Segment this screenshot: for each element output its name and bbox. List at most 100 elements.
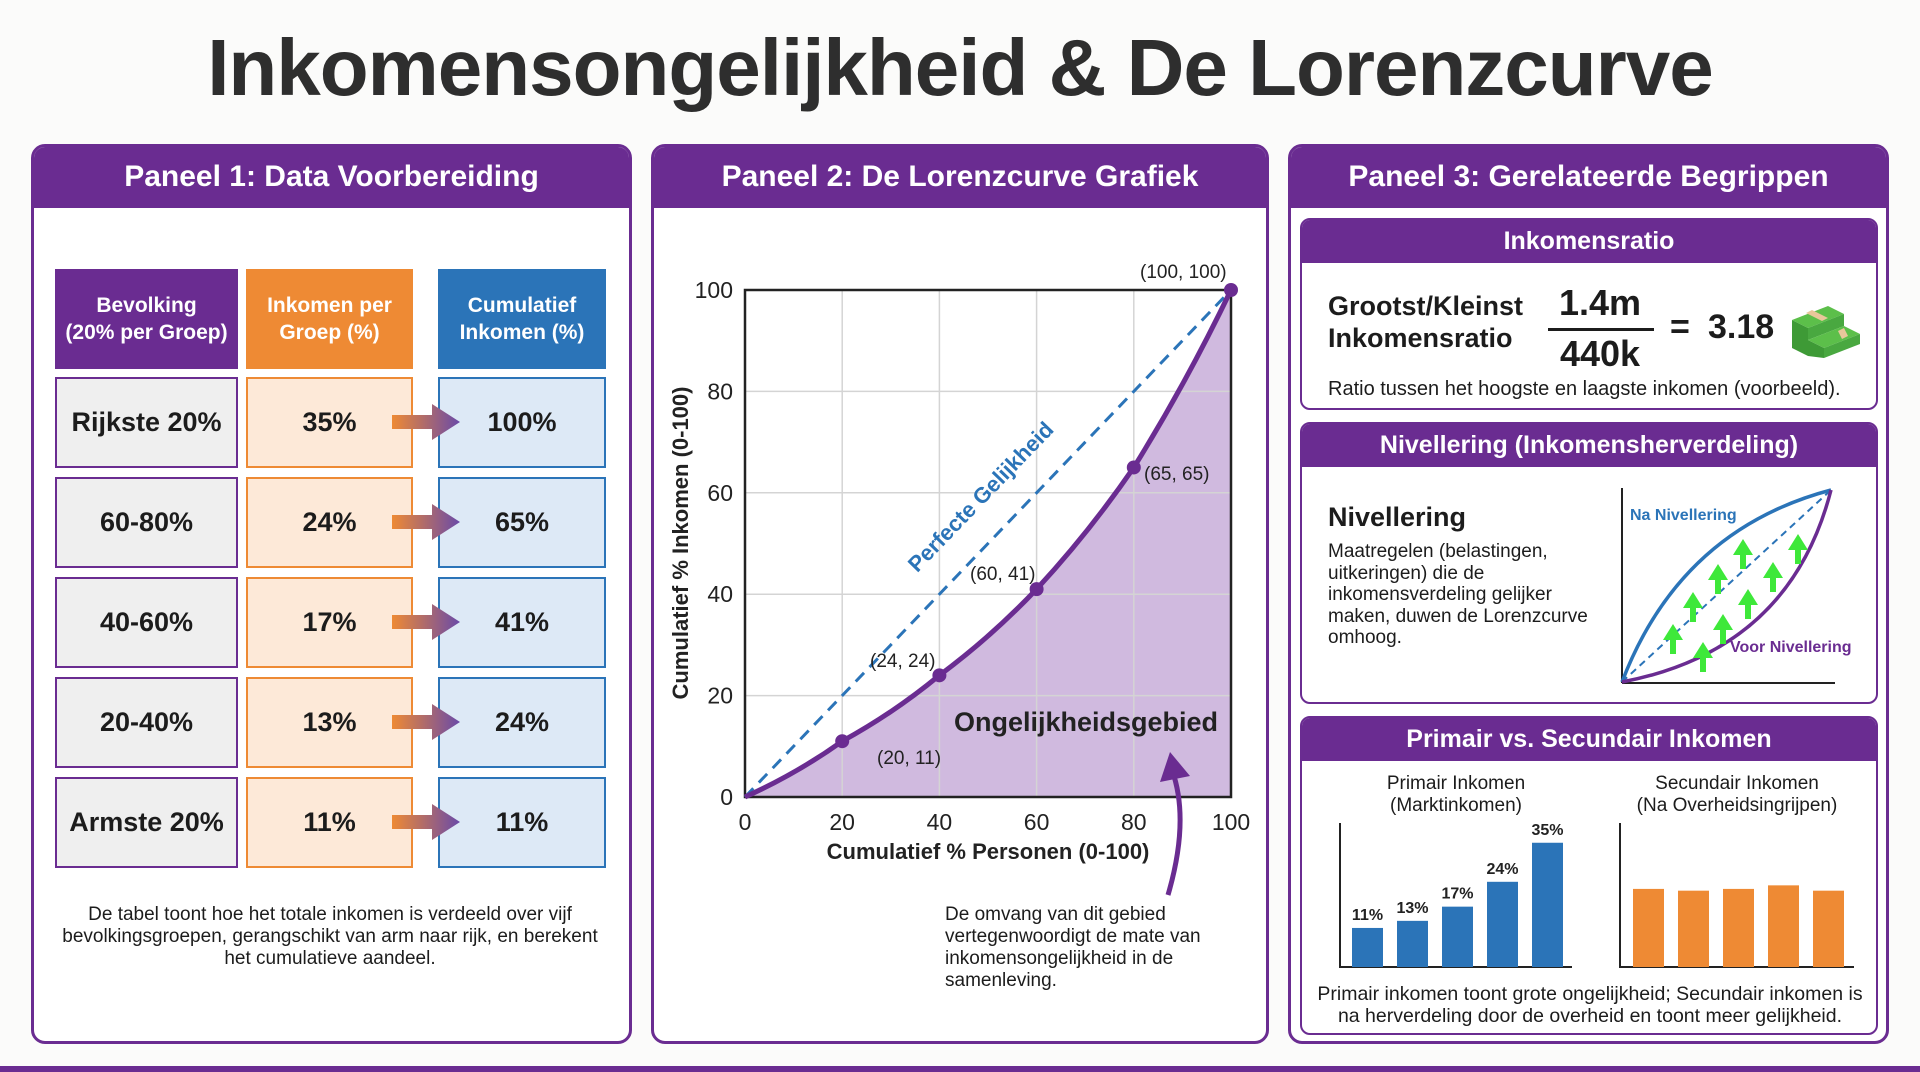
primary-bar xyxy=(1442,906,1473,967)
primary-bar-label: 11% xyxy=(1352,907,1383,924)
arrow-right-icon xyxy=(392,704,460,740)
cumulative-income-cell: 41% xyxy=(438,577,606,668)
plot-frame xyxy=(743,288,1233,799)
cumulative-income-cell: 65% xyxy=(438,477,606,568)
x-tick-label: 20 xyxy=(829,809,855,835)
population-cell: Armste 20% xyxy=(55,777,238,868)
levelling-text: Maatregelen (belastingen, uitkeringen) d… xyxy=(1328,541,1588,648)
ratio-caption: Ratio tussen het hoogste en laagste inko… xyxy=(1328,378,1841,400)
perfect-equality-line xyxy=(743,288,1233,799)
y-tick-label: 60 xyxy=(707,480,733,506)
income-ratio-box: Inkomensratio xyxy=(1300,218,1878,410)
income-share-cell: 17% xyxy=(246,577,413,668)
x-tick-label: 100 xyxy=(1212,809,1250,835)
ratio-numerator: 1.4m xyxy=(1558,282,1642,323)
point-label: (100, 100) xyxy=(1140,262,1227,283)
after-curve xyxy=(1620,488,1832,683)
page-title: Inkomensongelijkheid & De Lorenzcurve xyxy=(207,23,1714,112)
secondary-bar xyxy=(1678,890,1709,967)
data-point xyxy=(1224,283,1238,297)
x-tick-label: 40 xyxy=(927,809,953,835)
arrow-right-icon xyxy=(392,804,460,840)
before-levelling-label: Voor Nivellering xyxy=(1730,639,1852,656)
panel-header: Paneel 2: De Lorenzcurve Grafiek xyxy=(654,147,1266,208)
primary-bar xyxy=(1532,842,1563,967)
primary-bar xyxy=(1352,927,1383,967)
equals-sign: = xyxy=(1670,308,1690,346)
primary-secondary-header: Primair vs. Secundair Inkomen xyxy=(1302,718,1876,761)
arrow-right-icon xyxy=(392,504,460,540)
primary-bar-label: 35% xyxy=(1531,822,1563,839)
point-label: (24, 24) xyxy=(870,651,935,672)
levelling-header: Nivellering (Inkomensherverdeling) xyxy=(1302,424,1876,467)
primary-chart-title: Primair Inkomen (Marktinkomen) xyxy=(1386,773,1526,816)
primary-secondary-box: Primair vs. Secundair Inkomen xyxy=(1300,716,1878,1035)
secondary-bar xyxy=(1768,885,1799,967)
table-description: De tabel toont hoe het totale inkomen is… xyxy=(62,904,598,969)
fraction-bar xyxy=(1548,328,1654,331)
bottom-divider xyxy=(0,1066,1920,1072)
upward-arrows-icon xyxy=(1663,534,1808,672)
secondary-bar xyxy=(1813,890,1844,967)
levelling-title: Nivellering xyxy=(1328,502,1467,532)
y-axis-title: Cumulatief % Inkomen (0-100) xyxy=(668,387,693,700)
income-share-cell: 13% xyxy=(246,677,413,768)
curved-arrow-icon xyxy=(1165,769,1183,896)
point-label: (60, 41) xyxy=(970,564,1035,585)
population-cell: 60-80% xyxy=(55,477,238,568)
x-tick-label: 80 xyxy=(1121,809,1147,835)
primary-bar xyxy=(1487,881,1518,967)
y-tick-label: 40 xyxy=(707,581,733,607)
data-point xyxy=(1029,582,1044,597)
levelling-box: Nivellering (Inkomensherverdeling) xyxy=(1300,422,1878,704)
inequality-area xyxy=(745,290,1231,797)
column-header-population: Bevolking (20% per Groep) xyxy=(55,269,238,369)
data-point xyxy=(932,668,947,683)
primary-bar xyxy=(1397,920,1428,967)
panel-header: Paneel 1: Data Voorbereiding xyxy=(34,147,629,208)
x-tick-label: 60 xyxy=(1024,809,1050,835)
inequality-area-label: Ongelijkheidsgebied xyxy=(954,707,1218,737)
secondary-bar xyxy=(1723,888,1754,967)
column-header-income-per-group: Inkomen per Groep (%) xyxy=(246,269,413,369)
population-cell: Rijkste 20% xyxy=(55,377,238,468)
arrow-right-icon xyxy=(392,604,460,640)
y-tick-label: 0 xyxy=(720,784,733,810)
levelling-diagram xyxy=(1620,488,1835,684)
population-cell: 20-40% xyxy=(55,677,238,768)
arrow-right-icon xyxy=(392,404,460,440)
data-point xyxy=(1126,460,1141,475)
panel-header: Paneel 3: Gerelateerde Begrippen xyxy=(1291,147,1886,208)
before-curve xyxy=(1621,489,1833,684)
point-label: (20, 11) xyxy=(877,748,941,769)
point-label: (65, 65) xyxy=(1144,464,1209,485)
cumulative-income-cell: 24% xyxy=(438,677,606,768)
after-levelling-label: Na Nivellering xyxy=(1630,507,1737,524)
cumulative-income-cell: 100% xyxy=(438,377,606,468)
secondary-chart-title: Secundair Inkomen (Na Overheidsingrijpen… xyxy=(1636,773,1838,816)
arrow-head-icon xyxy=(1160,752,1190,782)
income-share-cell: 35% xyxy=(246,377,413,468)
ratio-denominator: 440k xyxy=(1559,333,1641,374)
x-tick-label: 0 xyxy=(739,809,752,835)
column-header-cumulative-income: Cumulatief Inkomen (%) xyxy=(438,269,606,369)
primary-bar-label: 24% xyxy=(1486,861,1518,878)
primary-bar-label: 17% xyxy=(1441,886,1473,903)
x-axis-title: Cumulatief % Personen (0-100) xyxy=(827,839,1150,864)
population-cell: 40-60% xyxy=(55,577,238,668)
primary-bar-label: 13% xyxy=(1396,900,1428,917)
secondary-bar xyxy=(1633,888,1664,967)
area-annotation: De omvang van dit gebied vertegenwoordig… xyxy=(945,904,1201,991)
income-ratio-header: Inkomensratio xyxy=(1302,220,1876,263)
cumulative-income-cell: 11% xyxy=(438,777,606,868)
y-tick-label: 20 xyxy=(707,683,733,709)
ratio-label: Grootst/Kleinst Inkomensratio xyxy=(1328,291,1524,353)
money-stack-icon xyxy=(1792,306,1860,358)
ratio-result: 3.18 xyxy=(1708,308,1775,346)
primary-secondary-caption: Primair inkomen toont grote ongelijkheid… xyxy=(1317,983,1863,1027)
y-tick-label: 100 xyxy=(695,277,733,303)
data-point xyxy=(835,734,850,749)
y-tick-label: 80 xyxy=(707,378,733,404)
